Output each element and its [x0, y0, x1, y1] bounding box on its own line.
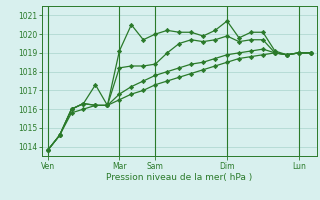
X-axis label: Pression niveau de la mer( hPa ): Pression niveau de la mer( hPa ) — [106, 173, 252, 182]
